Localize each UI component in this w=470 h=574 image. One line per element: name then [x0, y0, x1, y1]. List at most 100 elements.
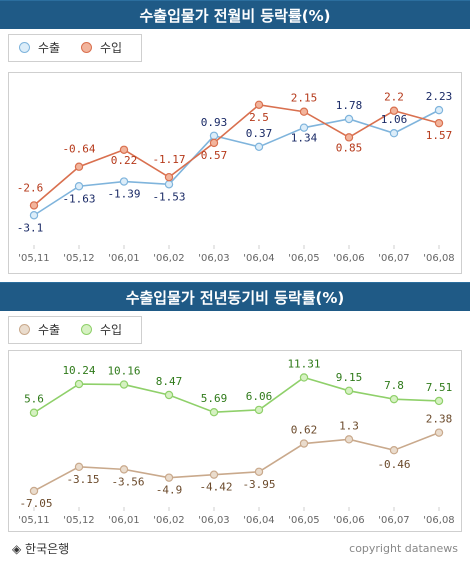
x-tick-label: '06,06: [333, 515, 364, 526]
data-point: [164, 180, 174, 189]
data-point: [164, 390, 174, 400]
chart1-legend-import: 수입: [81, 39, 122, 56]
data-label: -3.95: [242, 478, 275, 491]
data-point: [254, 405, 264, 415]
x-tick-label: '05,11: [18, 253, 49, 264]
x-tick-label: '05,12: [63, 253, 94, 264]
legend-export-marker-icon: [19, 42, 30, 53]
data-point: [74, 182, 84, 191]
data-point: [389, 394, 399, 404]
x-tick-label: '06,05: [288, 253, 319, 264]
data-point: [209, 407, 219, 417]
data-point: [254, 100, 264, 110]
data-label: 10.16: [107, 365, 140, 378]
x-tick-label: '06,03: [198, 515, 229, 526]
data-label: -7.05: [19, 497, 52, 510]
data-label: 1.06: [381, 113, 408, 126]
chart2-legend-export-label: 수출: [38, 323, 61, 337]
data-point: [209, 138, 219, 148]
x-tick-label: '06,06: [333, 253, 364, 264]
data-label: 0.22: [111, 154, 138, 167]
data-point: [344, 386, 354, 396]
data-point: [119, 380, 129, 389]
data-point: [389, 106, 399, 115]
data-point: [29, 201, 39, 210]
data-label: 9.15: [336, 371, 363, 384]
x-tick-label: '06,01: [108, 515, 139, 526]
data-label: -2.6: [17, 181, 44, 194]
data-label: 0.85: [336, 141, 363, 154]
data-label: 11.31: [287, 357, 320, 370]
x-tick-label: '06,03: [198, 253, 229, 264]
data-label: 2.2: [384, 91, 404, 104]
data-label: 5.69: [201, 392, 228, 405]
data-label: 10.24: [62, 364, 95, 377]
data-point: [299, 439, 309, 448]
legend-import-marker-icon: [81, 324, 92, 335]
data-label: -4.9: [156, 484, 183, 497]
chart2-plot-frame: '05,11 '05,12 '06,01 '06,02 '06,03 '06,04 '06,…: [8, 350, 462, 532]
data-label: 2.15: [291, 92, 318, 105]
data-label: 1.3: [339, 419, 359, 432]
series-line: [33, 109, 440, 216]
chart1-legend: 수출 수입: [8, 34, 142, 62]
data-label: -0.64: [62, 143, 95, 156]
chart2-legend: 수출 수입: [8, 316, 142, 344]
data-point: [209, 131, 219, 140]
chart1-legend-import-label: 수입: [100, 41, 123, 55]
legend-export-marker-icon: [19, 324, 30, 335]
x-tick-label: '06,05: [288, 515, 319, 526]
series-line: [33, 103, 440, 206]
data-label: 2.5: [249, 111, 269, 124]
data-label: -4.42: [199, 481, 232, 494]
data-point: [299, 107, 309, 116]
chart1-svg: '05,11 '05,12 '06,01 '06,02 '06,03 '06,04 '06,…: [17, 90, 455, 264]
data-label: 0.62: [291, 424, 318, 437]
data-point: [389, 446, 399, 455]
chart1-title: 수출입물가 전월비 등락률(%): [139, 7, 331, 25]
x-tick-label: '06,04: [243, 515, 274, 526]
data-label: 7.8: [384, 379, 404, 392]
copyright-note: copyright datanews: [349, 542, 458, 555]
data-point: [29, 486, 39, 496]
x-tick-label: '06,07: [378, 515, 409, 526]
data-point: [299, 123, 309, 132]
data-label: -1.53: [152, 190, 185, 203]
data-label: -1.63: [62, 192, 95, 205]
data-point: [74, 379, 84, 389]
x-tick-label: '06,04: [243, 253, 274, 264]
chart2-legend-export: 수출: [19, 321, 60, 338]
source-note: ◈ 한국은행: [12, 542, 70, 556]
data-point: [74, 462, 84, 472]
data-label: 5.6: [24, 393, 44, 406]
data-point: [29, 211, 39, 220]
data-point: [434, 105, 444, 115]
data-point: [254, 142, 264, 152]
data-label: -1.39: [107, 188, 140, 201]
data-point: [389, 129, 399, 138]
chart1-legend-export: 수출: [19, 39, 60, 56]
data-label: 1.78: [336, 99, 363, 112]
chart2-title: 수출입물가 전년동기비 등락률(%): [125, 289, 345, 307]
series-line: [33, 376, 440, 414]
data-label: 8.47: [156, 375, 183, 388]
data-label: 0.37: [246, 127, 273, 140]
chart1-plot-frame: '05,11 '05,12 '06,01 '06,02 '06,03 '06,04 '06,…: [8, 72, 462, 274]
data-point: [434, 396, 444, 406]
chart2-legend-import: 수입: [81, 321, 122, 338]
data-label: 2.23: [426, 90, 453, 103]
data-label: -1.17: [152, 153, 185, 166]
x-tick-label: '05,12: [63, 515, 94, 526]
data-label: 7.51: [426, 381, 453, 394]
data-label: -3.15: [66, 473, 99, 486]
x-tick-label: '06,01: [108, 253, 139, 264]
data-point: [119, 177, 129, 186]
x-tick-label: '06,02: [153, 253, 184, 264]
chart2-legend-import-label: 수입: [100, 323, 123, 337]
data-point: [29, 408, 39, 417]
data-point: [164, 172, 174, 182]
x-tick-label: '06,07: [378, 253, 409, 264]
x-tick-label: '06,08: [423, 515, 454, 526]
x-tick-label: '06,08: [423, 253, 454, 264]
legend-import-marker-icon: [81, 42, 92, 53]
